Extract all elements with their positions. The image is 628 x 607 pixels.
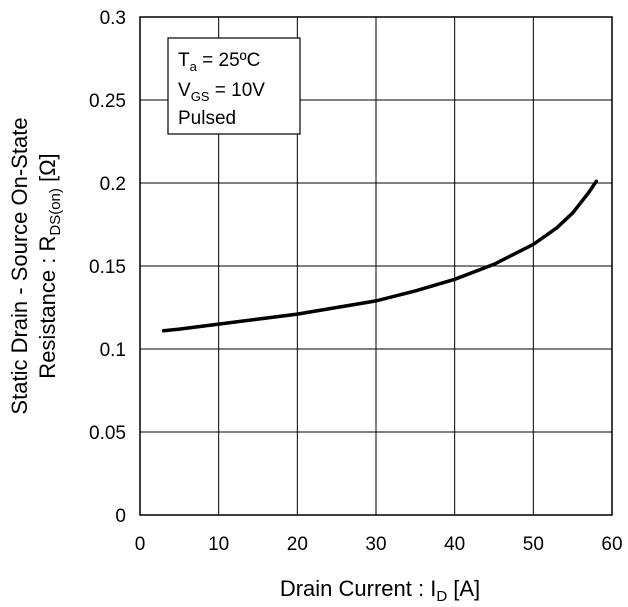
plot-frame <box>139 16 613 516</box>
x-tick-label: 10 <box>208 534 229 555</box>
x-tick-label: 60 <box>601 534 622 555</box>
legend-line-2: VGS = 10V <box>178 80 265 104</box>
y-tick-label: 0 <box>115 506 126 527</box>
legend-line-1-sub: a <box>190 59 198 74</box>
series-line <box>161 179 599 333</box>
x-tick-label: 20 <box>287 534 308 555</box>
legend-box: Ta = 25ºC VGS = 10V Pulsed <box>167 37 301 135</box>
x-tick-label: 0 <box>135 534 146 555</box>
y-axis-label-line-2-sub: DS(on) <box>47 188 64 236</box>
x-axis-label-sub: D <box>436 588 447 605</box>
x-axis-label-main: Drain Current : I <box>280 576 437 601</box>
y-tick-label: 0.3 <box>100 8 126 29</box>
y-tick-label: 0.05 <box>89 423 126 444</box>
legend-line-1-rest: = 25ºC <box>197 50 260 71</box>
y-tick-label: 0.1 <box>100 340 126 361</box>
legend-line-3: Pulsed <box>178 108 236 129</box>
x-tick-label: 50 <box>523 534 544 555</box>
x-tick-label: 30 <box>365 534 386 555</box>
y-axis-label: Static Drain - Source On-State Resistanc… <box>7 117 64 414</box>
x-tick-labels: 0 10 20 30 40 50 60 <box>135 534 623 555</box>
y-axis-label-line-1: Static Drain - Source On-State <box>7 117 32 414</box>
y-axis-label-line-2-unit: [Ω] <box>35 153 60 188</box>
legend-line-1: Ta = 25ºC <box>178 50 260 74</box>
legend-line-2-rest: = 10V <box>209 80 265 101</box>
legend-line-2-sub: GS <box>191 89 210 104</box>
x-axis-label: Drain Current : ID [A] <box>280 576 480 605</box>
legend-frame <box>167 37 301 135</box>
x-axis-label-unit: [A] <box>447 576 480 601</box>
y-tick-label: 0.25 <box>89 91 126 112</box>
legend-line-2-main: V <box>178 80 191 101</box>
y-axis-label-line-2-main: Resistance : R <box>35 236 60 379</box>
y-tick-labels: 0 0.05 0.1 0.15 0.2 0.25 0.3 <box>89 8 126 527</box>
legend-line-1-main: T <box>178 50 190 71</box>
y-tick-label: 0.2 <box>100 174 126 195</box>
x-tick-label: 40 <box>444 534 465 555</box>
y-tick-label: 0.15 <box>89 257 126 278</box>
y-axis-label-line-2: Resistance : RDS(on) [Ω] <box>35 153 64 378</box>
